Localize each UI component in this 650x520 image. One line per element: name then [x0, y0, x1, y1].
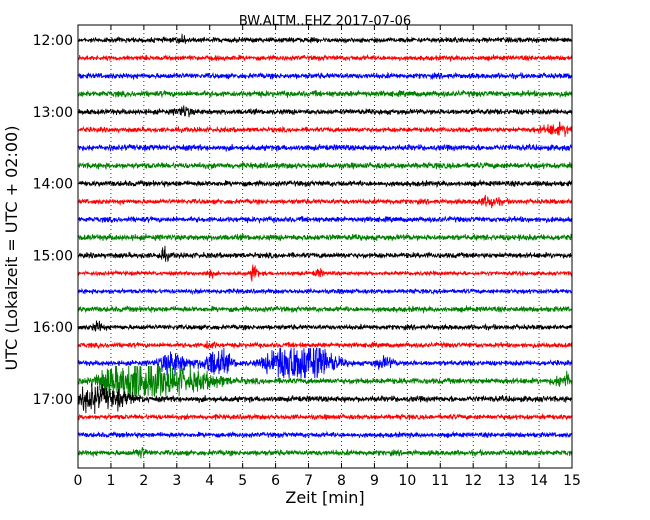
trace-1215: [77, 53, 573, 63]
x-tick-label: 8: [337, 473, 346, 489]
trace-1315: [77, 121, 573, 137]
trace-1200: [77, 33, 573, 44]
x-axis-ticks: 0 1 2 3 4 5 6 7 8 9 10 11 12 13 14 15: [74, 25, 581, 489]
y-tick-label: 12:00: [33, 33, 73, 49]
x-tick-label: 2: [139, 473, 148, 489]
trace-1345: [77, 161, 573, 170]
vertical-gridlines: [110, 25, 540, 468]
y-axis-label: UTC (Lokalzeit = UTC + 02:00): [2, 126, 21, 371]
x-tick-label: 15: [563, 473, 581, 489]
y-tick-label: 17:00: [33, 392, 73, 408]
x-tick-label: 5: [238, 473, 247, 489]
trace-1545: [77, 304, 573, 314]
trace-1645: [77, 365, 573, 397]
x-tick-label: 14: [530, 473, 548, 489]
x-tick-label: 7: [304, 473, 313, 489]
trace-1700: [77, 383, 573, 415]
x-tick-label: 9: [370, 473, 379, 489]
trace-1730: [77, 430, 573, 440]
trace-1430: [77, 215, 573, 225]
y-axis-ticks: 12:00 13:00 14:00 15:00 16:00 17:00: [33, 33, 572, 408]
y-tick-label: 13:00: [33, 105, 73, 121]
y-tick-label: 14:00: [33, 177, 73, 193]
x-tick-label: 10: [398, 473, 416, 489]
x-tick-label: 6: [271, 473, 280, 489]
x-tick-label: 3: [172, 473, 181, 489]
x-tick-label: 1: [106, 473, 115, 489]
x-tick-label: 13: [497, 473, 515, 489]
trace-1530: [77, 287, 573, 296]
trace-1745: [77, 447, 573, 459]
traces: [77, 33, 573, 459]
axes-frame: [77, 24, 573, 469]
x-tick-label: 11: [431, 473, 449, 489]
trace-1245: [77, 89, 573, 99]
trace-1600: [77, 320, 573, 332]
trace-1300: [77, 105, 573, 118]
trace-1630: [77, 347, 573, 379]
y-tick-label: 16:00: [33, 320, 73, 336]
x-tick-label: 0: [74, 473, 83, 489]
x-tick-label: 4: [205, 473, 214, 489]
y-tick-label: 15:00: [33, 248, 73, 264]
x-axis-label: Zeit [min]: [285, 488, 364, 507]
trace-1715: [77, 412, 573, 421]
trace-1615: [77, 340, 573, 350]
trace-1445: [77, 233, 573, 242]
trace-1330: [77, 143, 573, 153]
chart-title: BW.ALTM..EHZ 2017-07-06: [239, 14, 411, 29]
trace-1515: [77, 264, 573, 282]
trace-1230: [77, 71, 573, 81]
trace-1400: [77, 179, 573, 189]
trace-1500: [77, 245, 573, 263]
x-tick-label: 12: [464, 473, 482, 489]
trace-1415: [77, 194, 573, 209]
